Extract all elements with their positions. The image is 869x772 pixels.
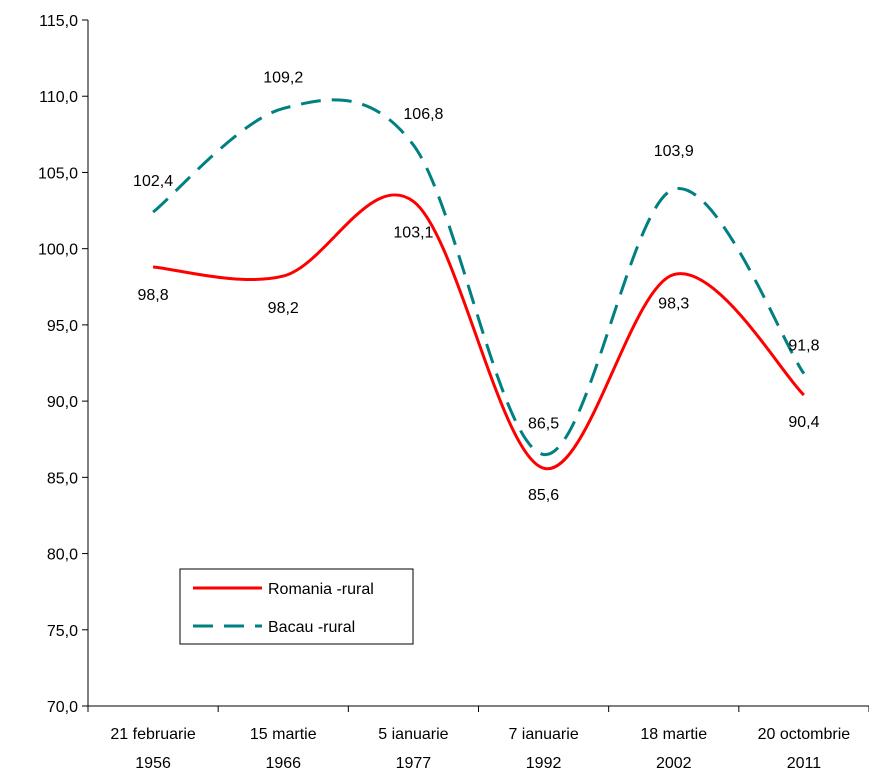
y-tick-label: 110,0: [39, 89, 78, 106]
legend: Romania -rural Bacau -rural: [179, 568, 414, 645]
x-ticks: 21 februarie 1956 15 martie 1966 5 ianuarie 1…: [87, 706, 869, 772]
y-tick-label: 105,0: [38, 165, 78, 182]
legend-box: [179, 568, 414, 645]
series-line-romania: [152, 193, 805, 470]
data-label: 85,6: [528, 487, 559, 504]
data-label: 102,4: [133, 173, 173, 190]
y-tick-label: 115,0: [39, 13, 78, 30]
data-label: 98,2: [268, 300, 299, 317]
series-layer: [152, 98, 806, 470]
y-tick-label: 100,0: [38, 242, 78, 259]
x-tick-label: 7 ianuarie 1992: [508, 726, 578, 772]
y-tick-label: 95,0: [47, 318, 78, 335]
data-label: 91,8: [788, 338, 819, 355]
series-line-bacau: [152, 98, 806, 456]
data-label: 98,8: [138, 287, 169, 304]
data-label: 109,2: [263, 69, 303, 86]
data-label: 98,3: [658, 296, 689, 313]
x-tick-label: 5 ianuarie 1977: [378, 726, 448, 772]
legend-label-bacau: Bacau -rural: [268, 619, 355, 636]
data-labels: 98,8 98,2 103,1 85,6 98,3 90,4 102,4 109,2 106,8…: [133, 69, 820, 504]
y-tick-label: 80,0: [47, 547, 78, 564]
legend-label-romania: Romania -rural: [268, 581, 374, 598]
y-tick-label: 70,0: [47, 699, 78, 716]
x-tick-label: 18 martie 2002: [640, 726, 707, 772]
data-label: 106,8: [403, 106, 443, 123]
y-tick-label: 75,0: [47, 623, 78, 640]
y-tick-label: 90,0: [47, 394, 78, 411]
data-label: 103,1: [393, 224, 433, 241]
data-label: 86,5: [528, 415, 559, 432]
data-label: 90,4: [788, 414, 819, 431]
y-tick-label: 85,0: [47, 470, 78, 487]
y-ticks: 70,0 75,0 80,0 85,0 90,0 95,0 100,0 105,0 110,0 1…: [38, 13, 88, 716]
data-label: 103,9: [654, 143, 694, 160]
x-tick-label: 21 februarie 1956: [110, 726, 195, 772]
x-tick-label: 20 octombrie 2011: [758, 726, 851, 772]
x-tick-label: 15 martie 1966: [250, 726, 317, 772]
